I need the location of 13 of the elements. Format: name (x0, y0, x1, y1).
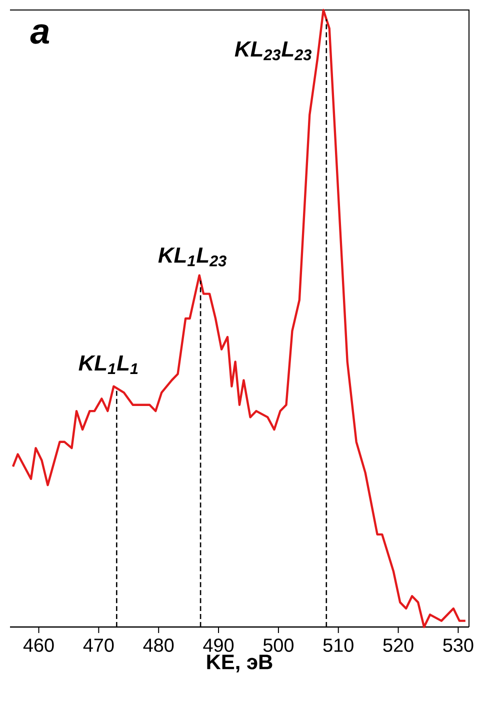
ref-line-label: KL$_{1}$L$_{1}$ (78, 355, 138, 374)
x-tick-label: 530 (443, 638, 474, 652)
x-tick-label: 480 (143, 638, 174, 652)
ref-line-label: KL$_{1}$L$_{23}$ (158, 248, 226, 266)
annotation: a (30, 24, 49, 44)
x-tick-label: 500 (263, 638, 294, 652)
x-axis-title: KE, эВ (207, 654, 272, 672)
x-tick-label: 510 (323, 638, 354, 652)
x-tick-label: 520 (383, 638, 414, 652)
x-tick-label: 490 (203, 638, 234, 652)
ref-line-label: KL$_{23}$L$_{23}$ (234, 41, 312, 60)
x-tick-label: 460 (23, 638, 54, 652)
x-tick-label: 470 (83, 638, 114, 652)
